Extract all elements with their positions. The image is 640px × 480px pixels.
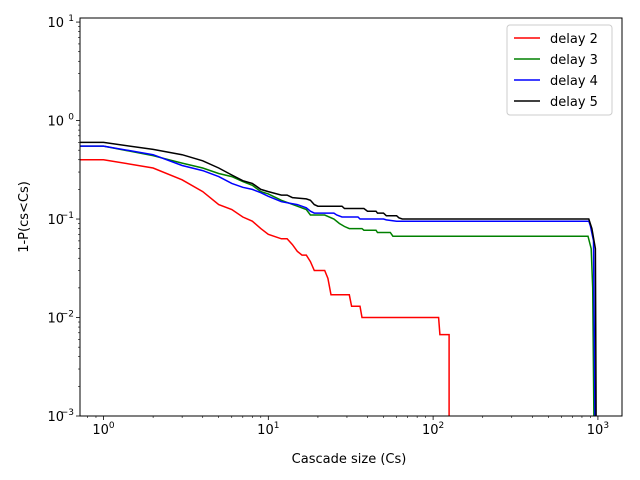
legend-box: [506, 24, 613, 116]
y-tick-label: 10−1: [47, 211, 74, 228]
legend-label-4: delay 5: [550, 95, 598, 110]
x-tick-label: 101: [257, 421, 279, 438]
series-line-4: [80, 141, 597, 416]
x-tick-label: 100: [92, 421, 115, 438]
series-line-3: [80, 145, 596, 416]
x-tick-label: 102: [422, 421, 444, 438]
y-axis-label: 1-P(cs<Cs): [17, 181, 32, 253]
plot-frame: [79, 17, 623, 417]
series-layer: [80, 141, 597, 416]
y-tick-label: 10−3: [47, 408, 74, 425]
y-tick-label: 10−2: [47, 310, 74, 327]
series-line-1: [80, 158, 450, 416]
x-axis-ticks: 100 101 102 103: [87, 416, 609, 438]
x-axis-label: Cascade size (Cs): [292, 452, 407, 467]
series-line-2: [80, 145, 595, 416]
legend: delay 2 delay 3 delay 4 delay 5: [506, 24, 613, 116]
y-tick-label: 10 1: [47, 14, 74, 31]
legend-label-1: delay 2: [550, 32, 598, 47]
legend-label-3: delay 4: [550, 74, 598, 89]
legend-label-2: delay 3: [550, 53, 598, 68]
y-tick-label: 10 0: [47, 113, 74, 130]
x-tick-label: 103: [587, 421, 609, 438]
